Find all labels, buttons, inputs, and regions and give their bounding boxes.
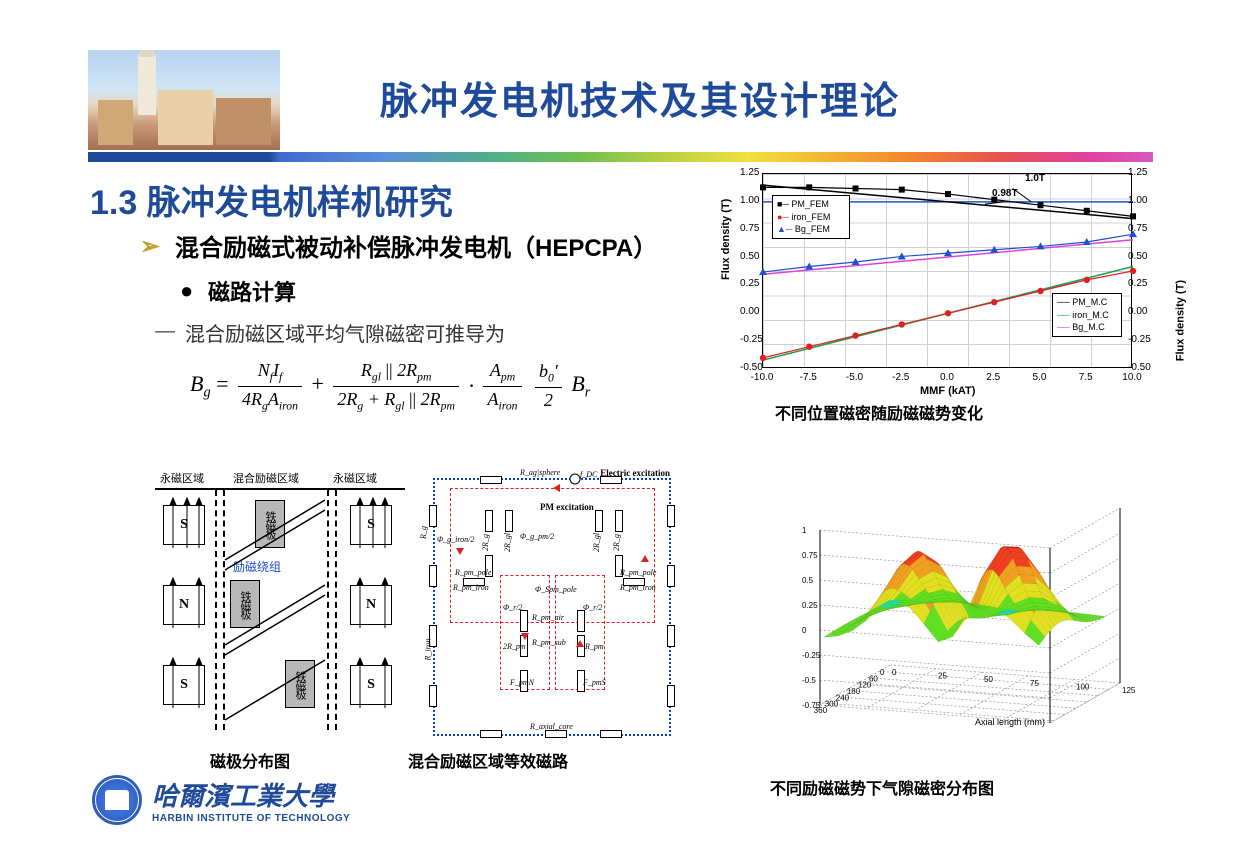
svg-text:1: 1	[802, 526, 807, 535]
bullet-hepcpa: 混合励磁式被动补偿脉冲发电机（HEPCPA）	[175, 228, 657, 263]
coil-winding-label: 励磁绕组	[233, 558, 281, 575]
dash-icon: —	[155, 320, 175, 343]
svg-text:125: 125	[1122, 686, 1136, 695]
svg-text:0: 0	[892, 668, 897, 677]
chart-annot-2: 0.98T	[992, 188, 1018, 199]
bullet-dot-icon: ●	[180, 278, 193, 304]
bullet-arrow-icon: ➢	[140, 232, 160, 261]
chart-xlabel: MMF (kAT)	[920, 385, 975, 397]
logo-icon	[92, 775, 142, 825]
circuit-caption: 混合励磁区域等效磁路	[408, 748, 568, 772]
label-hybrid-region: 混合励磁区域	[233, 470, 299, 486]
svg-text:0.75: 0.75	[802, 551, 818, 560]
svg-text:-0.25: -0.25	[802, 651, 821, 660]
surf-caption: 不同励磁磁势下气隙磁密分布图	[770, 775, 994, 799]
equivalent-circuit-diagram: Electric excitation PM excitation f_DC R…	[425, 470, 680, 745]
legend-mc: ── PM_M.C ── iron_M.C ── Bg_M.C	[1052, 293, 1122, 337]
label-pm-region-left: 永磁区域	[160, 470, 204, 486]
chart-caption: 不同位置磁密随励磁磁势变化	[775, 400, 983, 424]
svg-text:25: 25	[938, 672, 947, 681]
logo-text-en: HARBIN INSTITUTE OF TECHNOLOGY	[152, 813, 350, 824]
svg-text:360: 360	[814, 706, 828, 715]
svg-text:100: 100	[1076, 682, 1090, 691]
slide-title: 脉冲发电机技术及其设计理论	[380, 70, 900, 125]
svg-text:0.25: 0.25	[802, 601, 818, 610]
bullet-derivation: 混合励磁区域平均气隙磁密可推导为	[185, 318, 505, 347]
svg-text:50: 50	[984, 675, 993, 684]
svg-text:Axial length (mm): Axial length (mm)	[975, 717, 1045, 727]
university-logo: 哈爾濱工業大學 HARBIN INSTITUTE OF TECHNOLOGY	[92, 775, 350, 825]
pole-distribution-diagram: 永磁区域 混合励磁区域 永磁区域 S N S 铁磁极 铁磁极 铁磁极 S N S…	[155, 470, 405, 750]
svg-text:0: 0	[802, 626, 807, 635]
svg-text:75: 75	[1030, 679, 1039, 688]
chart-annot-1: 1.0T	[1025, 173, 1045, 184]
equation-bg: Bg = NfIf 4RgAiron + Rgl || 2Rpm 2Rg + R…	[190, 360, 590, 412]
campus-photo	[88, 50, 280, 150]
svg-text:0.5: 0.5	[802, 576, 814, 585]
flux-density-chart: Flux density (T) Flux density (T) MMF (k…	[720, 165, 1170, 395]
chart-ylabel-left: Flux density (T)	[720, 199, 732, 280]
rainbow-divider	[88, 152, 1153, 162]
pole-diagram-caption: 磁极分布图	[210, 748, 290, 772]
slide-header: 脉冲发电机技术及其设计理论	[0, 0, 1235, 160]
svg-text:-0.5: -0.5	[802, 676, 816, 685]
section-heading: 1.3 脉冲发电机样机研究	[90, 175, 453, 224]
bullet-magnetic-calc: 磁路计算	[208, 275, 296, 307]
label-pm-region-right: 永磁区域	[333, 470, 377, 486]
logo-text-cn: 哈爾濱工業大學	[152, 776, 350, 813]
chart-ylabel-right: Flux density (T)	[1174, 280, 1186, 361]
legend-fem: ■─ PM_FEM ●─ iron_FEM ▲─ Bg_FEM	[772, 195, 850, 239]
airgap-flux-3d-surface: -0.75-0.5-0.2500.250.50.7510601201802403…	[795, 435, 1170, 735]
svg-text:0: 0	[880, 668, 885, 677]
